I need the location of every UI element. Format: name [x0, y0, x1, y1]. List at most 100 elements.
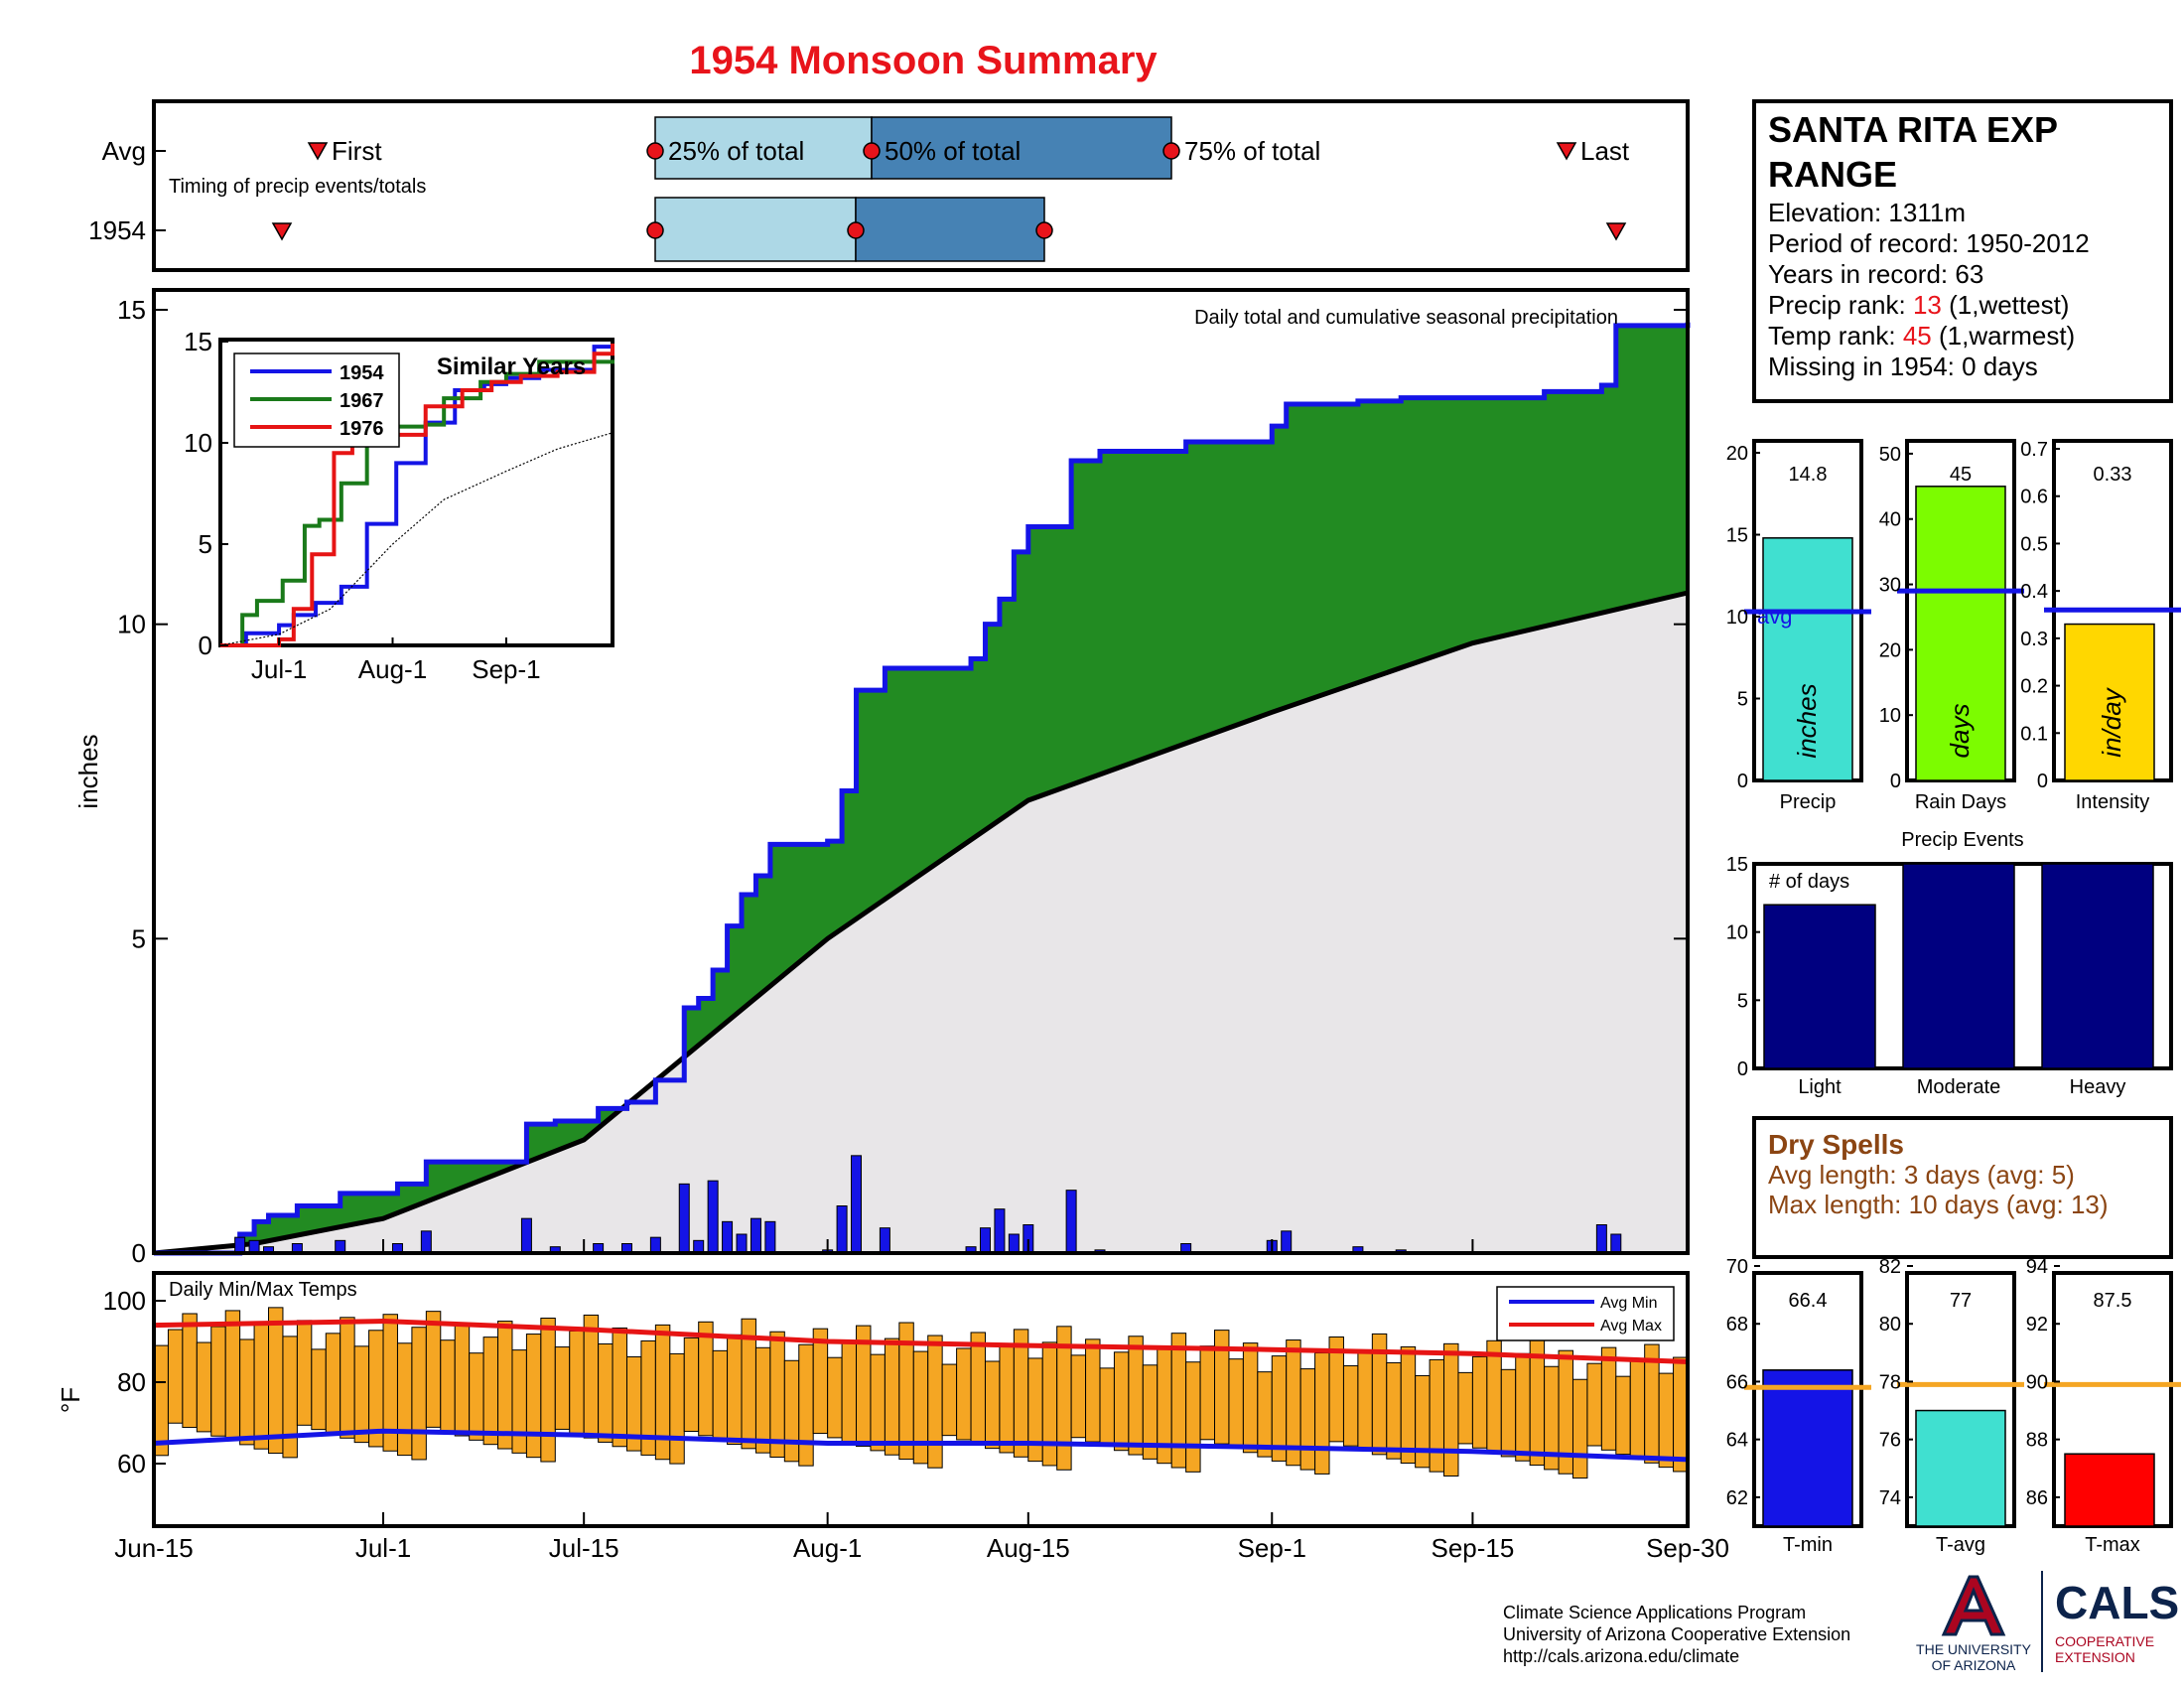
daily-precip-bar	[707, 1180, 719, 1254]
timing-caption: Timing of precip events/totals	[169, 176, 426, 198]
timing-avg-first-marker	[307, 142, 329, 161]
cals-wordmark: CALS	[2055, 1577, 2179, 1628]
daily-precip-bar	[1008, 1233, 1020, 1254]
x-tick-label: Aug-1	[793, 1533, 862, 1563]
daily-precip-bar	[1065, 1190, 1077, 1254]
timing-row-avg-label: Avg	[102, 136, 146, 166]
temp-range-bar	[1500, 1368, 1517, 1458]
stat-ytick-label: 20	[1726, 443, 1748, 465]
temp-range-bar	[941, 1363, 958, 1437]
timing-avg-25-dot	[646, 142, 664, 160]
stat-ytick-label: 50	[1879, 444, 1901, 466]
temp-range-bar	[540, 1318, 556, 1463]
precip-rank-value: 13	[1913, 290, 1942, 320]
stat-ytick-label: 86	[2026, 1487, 2048, 1509]
tavg-bar	[1915, 1409, 2006, 1527]
stat-ytick-label: 0	[1890, 771, 1901, 792]
events-axis: 0 5 10 15	[1726, 854, 1760, 1080]
tmax-value: 87.5	[2094, 1290, 2132, 1312]
daily-precip-bar	[994, 1208, 1006, 1254]
intensity-stat-xlabel: Intensity	[2076, 791, 2149, 813]
temp-range-bar	[927, 1335, 943, 1469]
events-ytick-label: 0	[1737, 1058, 1748, 1080]
daily-precip-bar	[649, 1236, 661, 1254]
main-ytick-label: 10	[117, 610, 146, 639]
events-bar-light	[1763, 904, 1876, 1069]
cals-line1: COOPERATIVE	[2055, 1633, 2154, 1649]
temp-range-bar	[497, 1321, 513, 1450]
timing-1954-25-dot	[646, 221, 664, 239]
stat-ytick-label: 70	[1726, 1256, 1748, 1278]
temp-range-bar	[569, 1331, 585, 1435]
timing-1954-first-marker	[271, 222, 293, 241]
stat-ytick-label: 5	[1737, 689, 1748, 711]
x-tick-label: Jul-15	[549, 1533, 619, 1563]
temp-range-bar	[1486, 1339, 1502, 1454]
events-ytick-label: 5	[1737, 990, 1748, 1012]
temp-range-bar	[612, 1327, 627, 1448]
temp-range-bar	[210, 1326, 226, 1437]
daily-precip-bar	[234, 1236, 246, 1254]
stat-ytick-label: 80	[1879, 1314, 1901, 1336]
temp-range-bar	[353, 1345, 370, 1444]
temp-range-bar	[454, 1324, 471, 1437]
daily-precip-bar	[1595, 1224, 1607, 1254]
temp-range-bar	[1342, 1365, 1359, 1447]
average-cumulative-line	[153, 590, 1689, 1256]
tavg-axis: 74 76 78 80 82	[1879, 1256, 1913, 1509]
temp-range-bar	[311, 1348, 327, 1431]
temp-range-bar	[396, 1342, 413, 1457]
inset-ytick-label: 10	[184, 428, 212, 458]
temp-range-bar	[1314, 1352, 1330, 1475]
temp-range-bar	[999, 1344, 1015, 1454]
temp-title: Daily Min/Max Temps	[169, 1279, 357, 1301]
temp-range-bar	[340, 1317, 355, 1439]
temp-range-bar	[239, 1338, 255, 1446]
events-bar-moderate	[1902, 863, 2015, 1069]
x-tick-label: Aug-15	[987, 1533, 1070, 1563]
stat-ytick-label: 0	[1737, 771, 1748, 792]
stat-ytick-label: 0	[2037, 771, 2048, 792]
raindays-stat-value: 45	[1950, 464, 1972, 486]
university-of-arizona-logo: THE UNIVERSITY OF ARIZONA	[1916, 1575, 2032, 1673]
inset-axes: 0 5 10 15 Jul-1 Aug-1 Sep-1	[184, 327, 541, 684]
stat-ytick-label: 10	[1726, 607, 1748, 629]
temp-range-bar	[411, 1327, 427, 1461]
raindays-stat-bar	[1915, 486, 2006, 781]
temp-range-bar	[1085, 1338, 1101, 1443]
similar-years-inset: 0 5 10 15 Jul-1 Aug-1 Sep-1 Similar Years 1954…	[184, 327, 614, 684]
temp-range-bar	[727, 1334, 743, 1445]
temp-range-bar	[1299, 1368, 1316, 1471]
temp-chart-frame	[152, 1271, 1690, 1528]
precip-stat-unit: inches	[1792, 683, 1822, 758]
timing-avg-50-dot	[863, 142, 881, 160]
events-category-label: Heavy	[2070, 1076, 2126, 1098]
temp-range-bar	[1013, 1329, 1029, 1458]
stat-ytick-label: 88	[2026, 1430, 2048, 1452]
station-info-box: SANTA RITA EXP RANGE Elevation: 1311m Pe…	[1752, 99, 2173, 403]
temp-range-bar	[511, 1349, 527, 1454]
dry-spells-avg: Avg length: 3 days (avg: 5)	[1768, 1160, 2075, 1190]
stat-ytick-label: 68	[1726, 1314, 1748, 1336]
temp-legend-box	[1496, 1286, 1675, 1341]
temp-range-bar	[1257, 1371, 1273, 1458]
shared-x-axis: Jun-15 Jul-1 Jul-15 Aug-1 Aug-15 Sep-1 Sep-15 S…	[114, 1239, 1729, 1563]
timing-row-1954-label: 1954	[88, 215, 146, 245]
tmax-axis: 86 88 90 92 94	[2026, 1256, 2060, 1509]
stat-ytick-label: 76	[1879, 1430, 1901, 1452]
stat-ytick-label: 0.7	[2020, 439, 2048, 461]
intensity-stat-value: 0.33	[2094, 464, 2132, 486]
temp-range-bar	[956, 1347, 972, 1441]
station-frame	[1752, 99, 2173, 403]
station-name-line2: RANGE	[1768, 154, 1897, 195]
temp-range-bar	[1357, 1348, 1373, 1452]
cumulative-1954-line	[154, 322, 1691, 1256]
events-ytick-label: 15	[1726, 854, 1748, 876]
stat-ytick-label: 74	[1879, 1487, 1901, 1509]
ua-line1: THE UNIVERSITY	[1916, 1641, 2032, 1657]
tmin-axis: 62 64 66 68 70	[1726, 1256, 1760, 1509]
x-tick-label: Jun-15	[114, 1533, 194, 1563]
temp-range-bar	[1400, 1345, 1417, 1465]
station-temp-rank: Temp rank: 45 (1,warmest)	[1768, 321, 2075, 351]
events-category-label: Light	[1798, 1076, 1842, 1098]
